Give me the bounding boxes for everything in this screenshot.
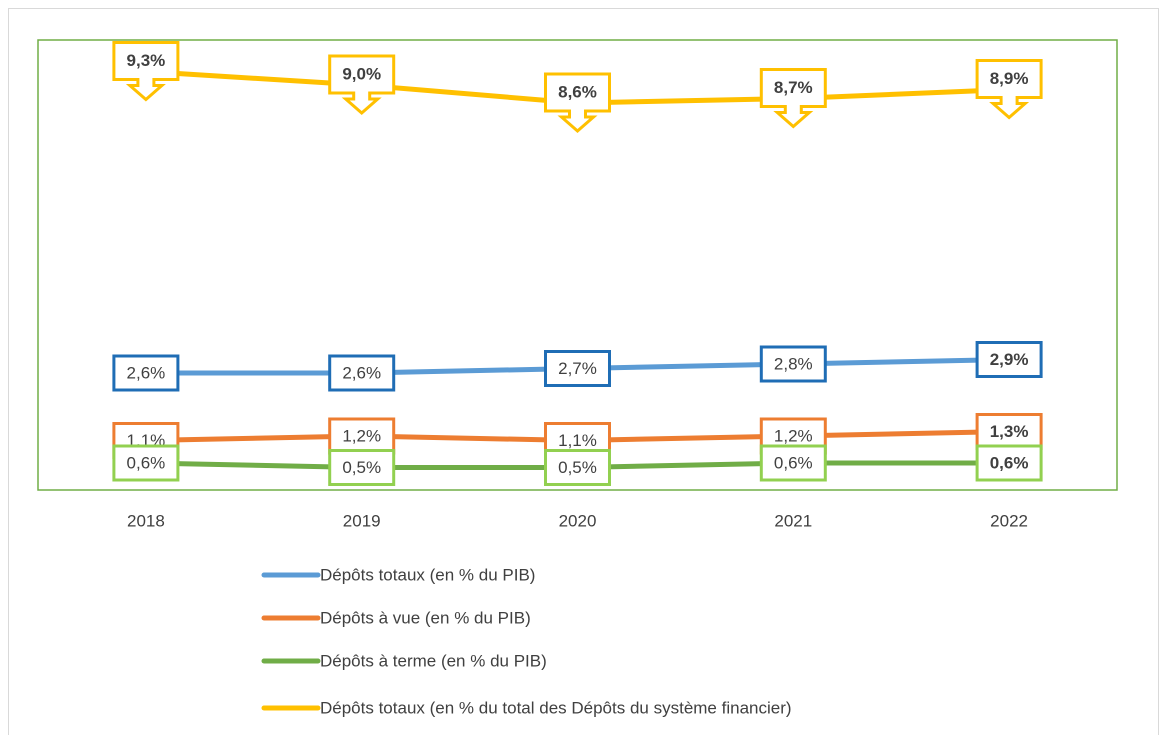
data-label: 1,2%	[774, 426, 813, 445]
data-label: 8,6%	[558, 82, 597, 101]
label-box	[759, 444, 827, 482]
label-box	[544, 350, 611, 387]
legend-label: Dépôts totaux (en % du PIB)	[320, 565, 535, 584]
label-box	[328, 449, 396, 486]
data-label: 0,6%	[127, 453, 166, 472]
legend-label: Dépôts à terme (en % du PIB)	[320, 651, 547, 670]
data-label: 2,6%	[127, 363, 166, 382]
data-label: 0,5%	[342, 458, 381, 477]
data-label: 0,5%	[558, 458, 597, 477]
data-label: 2,9%	[990, 350, 1029, 369]
label-callout	[759, 68, 827, 129]
plot-area	[37, 39, 1118, 491]
data-label: 0,6%	[774, 453, 813, 472]
label-callout	[544, 72, 611, 133]
data-label: 1,2%	[342, 426, 381, 445]
data-label: 8,7%	[774, 78, 813, 97]
label-box	[112, 354, 180, 392]
x-tick-label: 2019	[343, 511, 381, 530]
label-box	[975, 413, 1043, 450]
data-label: 0,6%	[990, 453, 1029, 472]
frame	[8, 8, 1159, 735]
data-label: 2,6%	[342, 363, 381, 382]
data-label: 8,9%	[990, 69, 1029, 88]
x-tick-label: 2020	[559, 511, 597, 530]
data-label: 9,0%	[342, 64, 381, 83]
label-callout	[112, 41, 180, 102]
label-callout	[328, 54, 396, 115]
label-box	[975, 341, 1043, 378]
data-label: 9,3%	[127, 51, 166, 70]
label-box	[328, 417, 396, 455]
data-label: 2,7%	[558, 359, 597, 378]
x-tick-label: 2021	[774, 511, 812, 530]
legend-label: Dépôts à vue (en % du PIB)	[320, 608, 531, 627]
label-box	[544, 449, 611, 486]
x-tick-label: 2018	[127, 511, 165, 530]
label-callout	[975, 59, 1043, 120]
legend-label: Dépôts totaux (en % du total des Dépôts …	[320, 698, 792, 717]
x-tick-label: 2022	[990, 511, 1028, 530]
label-box	[112, 444, 180, 482]
data-label: 1,1%	[558, 431, 597, 450]
data-label: 1,3%	[990, 422, 1029, 441]
label-box	[328, 354, 396, 392]
data-label: 2,8%	[774, 354, 813, 373]
label-box	[975, 444, 1043, 482]
label-box	[759, 345, 827, 383]
